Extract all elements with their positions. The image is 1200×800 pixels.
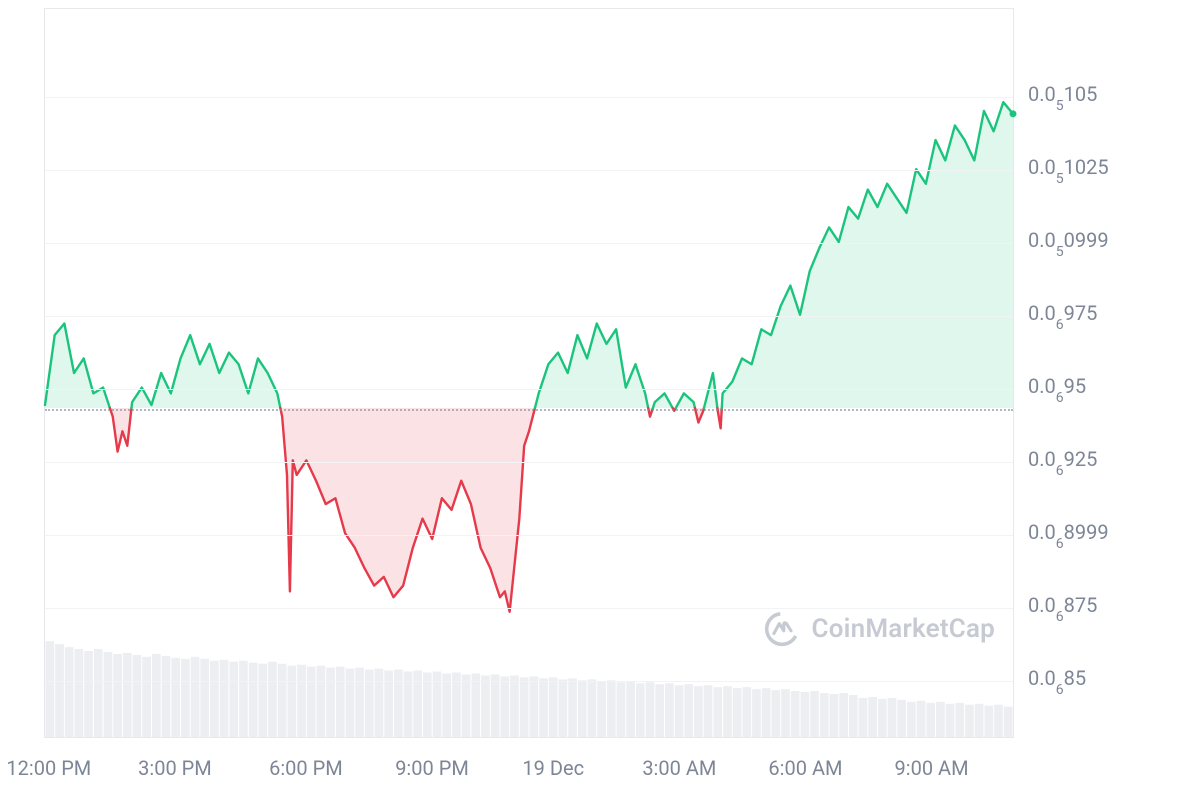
x-axis-label: 3:00 AM	[642, 756, 716, 780]
y-axis-label: 0.068999	[1028, 520, 1109, 548]
y-axis-label: 0.051025	[1028, 155, 1109, 183]
x-axis-label: 9:00 PM	[395, 756, 469, 780]
x-axis-label: 12:00 PM	[6, 756, 91, 780]
coinmarketcap-icon	[764, 611, 800, 647]
grid-line	[45, 389, 1013, 390]
y-axis-label: 0.05105	[1028, 82, 1097, 110]
grid-line	[45, 97, 1013, 98]
x-axis-label: 3:00 PM	[138, 756, 212, 780]
x-axis-label: 19 Dec	[522, 756, 584, 780]
baseline	[45, 409, 1013, 411]
x-axis-label: 6:00 AM	[768, 756, 842, 780]
grid-line	[45, 681, 1013, 682]
grid-line	[45, 170, 1013, 171]
grid-line	[45, 535, 1013, 536]
grid-line	[45, 243, 1013, 244]
y-axis-label: 0.0685	[1028, 666, 1086, 694]
y-axis-label: 0.06875	[1028, 593, 1097, 621]
watermark-text: CoinMarketCap	[812, 614, 995, 644]
y-axis-label: 0.06975	[1028, 301, 1097, 329]
x-axis-label: 9:00 AM	[895, 756, 969, 780]
grid-line	[45, 462, 1013, 463]
x-axis-label: 6:00 PM	[269, 756, 343, 780]
grid-line	[45, 316, 1013, 317]
y-axis-label: 0.050999	[1028, 228, 1109, 256]
grid-line	[45, 608, 1013, 609]
y-axis-label: 0.06925	[1028, 447, 1097, 475]
watermark: CoinMarketCap	[764, 611, 995, 647]
price-chart[interactable]: CoinMarketCap	[44, 8, 1014, 738]
y-axis-label: 0.0695	[1028, 374, 1086, 402]
